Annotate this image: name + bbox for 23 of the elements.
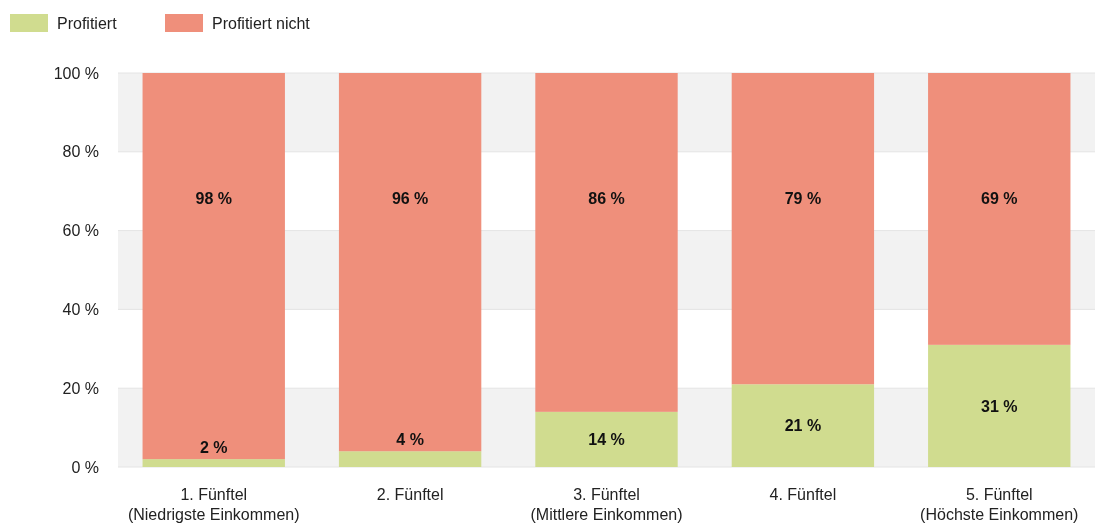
data-label: 86 % [588,189,625,207]
y-tick-label: 20 % [62,379,99,397]
data-label: 69 % [981,189,1018,207]
x-tick-label: 1. Fünftel (Niedrigste Einkommen) [127,486,300,523]
legend-label: Profitiert [57,14,118,32]
legend-label: Profitiert nicht [212,14,311,32]
x-tick-label: 2. Fünftel [376,486,444,503]
y-tick-label: 100 % [53,64,99,82]
data-label: 14 % [588,431,625,449]
x-tick-label: 4. Fünftel [769,486,837,503]
y-tick-label: 60 % [62,222,99,240]
data-label: 21 % [784,417,822,435]
data-label: 31 % [981,397,1018,415]
data-label: 79 % [784,189,822,207]
data-label: 2 % [199,438,228,456]
x-tick-label: 5. Fünftel (Höchste Einkommen) [920,486,1079,523]
y-tick-label: 40 % [62,301,99,318]
data-label: 4 % [396,430,424,448]
y-tick-label: 80 % [62,143,99,161]
x-tick-label: 3. Fünftel (Mittlere Einkommen) [530,486,683,523]
y-tick-label: 0 % [71,458,99,476]
data-label: 98 % [195,189,232,207]
data-label: 96 % [391,189,429,207]
